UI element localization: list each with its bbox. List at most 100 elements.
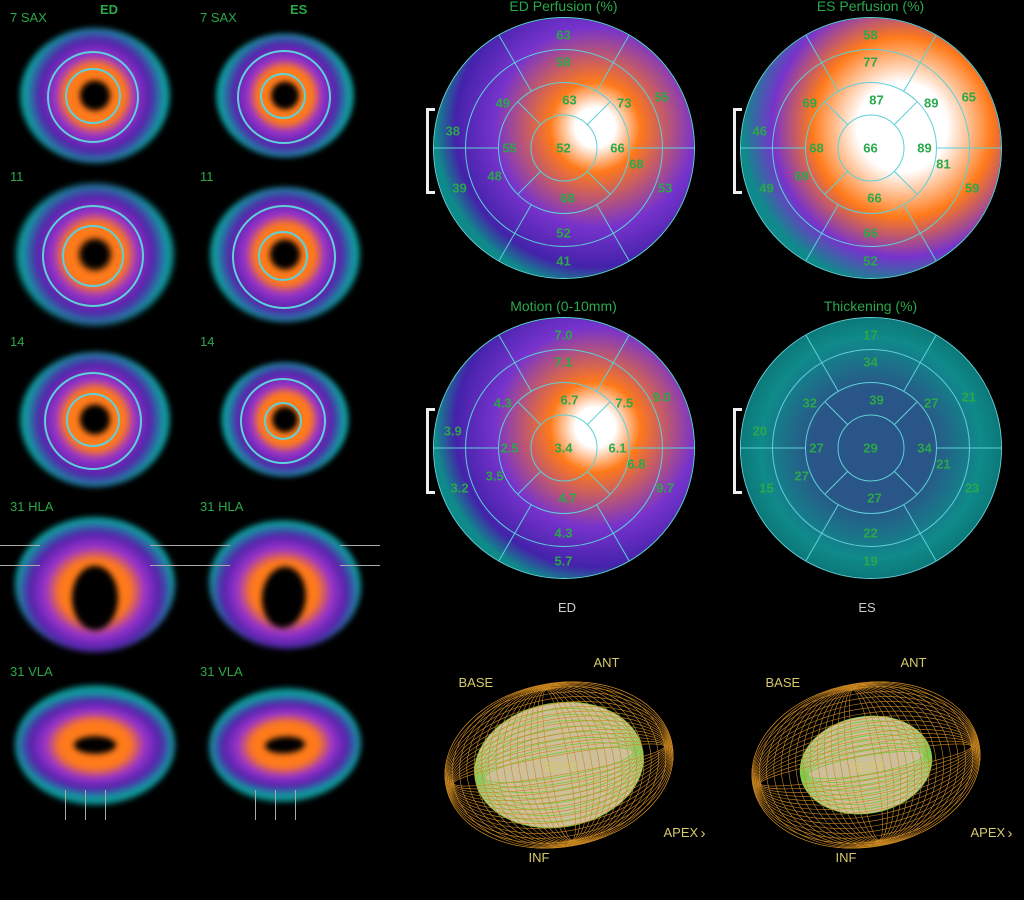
contour-ring xyxy=(42,205,144,307)
crosshair xyxy=(0,545,40,546)
segment-value: 89 xyxy=(917,141,931,156)
segment-value: 6.7 xyxy=(560,393,578,408)
septal-bracket xyxy=(733,408,742,494)
slice-label: 11 xyxy=(200,169,214,184)
segment-value: 39 xyxy=(452,180,466,195)
crosshair xyxy=(105,790,106,820)
segment-value: 52 xyxy=(863,254,877,269)
slice-ed-vla[interactable]: 31 VLA xyxy=(0,660,190,825)
crosshair xyxy=(190,545,230,546)
crosshair xyxy=(65,790,66,820)
segment-value: 52 xyxy=(556,226,570,241)
segment-value: 73 xyxy=(617,96,631,111)
polar-row-perfusion: ED Perfusion (%) 63587355496338665255686… xyxy=(410,0,1024,300)
anatomy-label: BASE xyxy=(766,675,801,690)
crosshair xyxy=(295,790,296,820)
slice-panel: ED ES 7 SAX 7 SAX 11 11 xyxy=(0,0,390,891)
crosshair xyxy=(85,790,86,820)
polar-title: ES Perfusion (%) xyxy=(731,0,1011,14)
slice-es-11[interactable]: 11 xyxy=(190,165,380,330)
segment-value: 27 xyxy=(867,491,881,506)
segment-value: 38 xyxy=(446,124,460,139)
segment-value: 27 xyxy=(794,469,808,484)
slice-row-3: 14 14 xyxy=(0,330,390,495)
segment-value: 46 xyxy=(753,124,767,139)
polar-row-function: Motion (0-10mm) 7.07.17.59.04.36.73.96.1… xyxy=(410,300,1024,600)
segment-value: 3.9 xyxy=(444,424,462,439)
segment-value: 4.3 xyxy=(494,396,512,411)
apex-arrow-icon: › xyxy=(1008,825,1013,842)
anatomy-label: ANT xyxy=(594,655,620,670)
segment-value: 58 xyxy=(556,55,570,70)
slice-label: 31 HLA xyxy=(200,499,243,514)
segment-value: 6.8 xyxy=(627,457,645,472)
polar-thickening[interactable]: Thickening (%) 1734272132392034292721272… xyxy=(731,300,1011,580)
segment-value: 3.5 xyxy=(486,469,504,484)
crosshair xyxy=(340,545,380,546)
anatomy-label: SEPT xyxy=(851,760,885,775)
slice-label: 14 xyxy=(200,334,214,349)
segment-value: 21 xyxy=(962,390,976,405)
segment-value: 29 xyxy=(863,441,877,456)
segment-value: 66 xyxy=(610,141,624,156)
threeD-es[interactable]: ANTBASEINFAPEXSEPT› xyxy=(726,620,1016,880)
perfusion-blob xyxy=(15,517,175,652)
slice-label: 31 HLA xyxy=(10,499,53,514)
segment-value: 7.5 xyxy=(615,396,633,411)
perfusion-blob xyxy=(206,684,364,806)
slice-es-14[interactable]: 14 xyxy=(190,330,380,495)
crosshair xyxy=(255,790,256,820)
crosshair xyxy=(150,545,190,546)
contour-ring xyxy=(44,372,142,470)
polar-title: ED Perfusion (%) xyxy=(424,0,704,14)
segment-value: 49 xyxy=(759,180,773,195)
perfusion-blob xyxy=(204,514,367,655)
segment-value: 68 xyxy=(560,191,574,206)
segment-value: 65 xyxy=(962,90,976,105)
crosshair xyxy=(340,565,380,566)
segment-value: 3.4 xyxy=(554,441,572,456)
threeD-row: ANTBASEINFAPEXSEPT› ANTBASEINFAPEXSEPT› xyxy=(410,620,1024,900)
crosshair xyxy=(0,565,40,566)
segment-value: 15 xyxy=(759,480,773,495)
slice-ed-11[interactable]: 11 xyxy=(0,165,190,330)
polar-ed-perfusion[interactable]: ED Perfusion (%) 63587355496338665255686… xyxy=(424,0,704,280)
segment-value: 27 xyxy=(924,396,938,411)
contour-ring xyxy=(240,378,326,464)
segment-value: 5.7 xyxy=(554,554,572,569)
contour-ring xyxy=(232,205,336,309)
slice-es-vla[interactable]: 31 VLA xyxy=(190,660,380,825)
slice-label: 31 VLA xyxy=(10,664,53,679)
threeD-ed[interactable]: ANTBASEINFAPEXSEPT› xyxy=(419,620,709,880)
slice-label: 11 xyxy=(10,169,24,184)
segment-value: 9.0 xyxy=(653,390,671,405)
apex-arrow-icon: › xyxy=(701,825,706,842)
segment-value: 9.7 xyxy=(656,480,674,495)
segment-value: 7.0 xyxy=(554,328,572,343)
segment-value: 77 xyxy=(863,55,877,70)
perfusion-blob xyxy=(15,685,175,805)
polar-es-perfusion[interactable]: ES Perfusion (%) 58778965698746896668816… xyxy=(731,0,1011,280)
segment-value: 7.1 xyxy=(554,355,572,370)
segment-value: 53 xyxy=(658,180,672,195)
slice-label: 14 xyxy=(10,334,24,349)
slice-ed-7sax[interactable]: 7 SAX xyxy=(0,6,190,171)
slice-es-7sax[interactable]: 7 SAX xyxy=(190,6,380,171)
contour-ring xyxy=(47,51,139,143)
segment-value: 58 xyxy=(863,28,877,43)
segment-value: 21 xyxy=(936,457,950,472)
segment-value: 17 xyxy=(863,328,877,343)
slice-es-hla[interactable]: 31 HLA xyxy=(190,495,380,660)
slice-ed-14[interactable]: 14 xyxy=(0,330,190,495)
phase-label-es: ES xyxy=(560,600,1024,615)
segment-value: 20 xyxy=(753,424,767,439)
anatomy-label: ANT xyxy=(901,655,927,670)
segment-value: 4.7 xyxy=(558,491,576,506)
polar-motion[interactable]: Motion (0-10mm) 7.07.17.59.04.36.73.96.1… xyxy=(424,300,704,580)
slice-ed-hla[interactable]: 31 HLA xyxy=(0,495,190,660)
segment-value: 81 xyxy=(936,157,950,172)
segment-value: 4.3 xyxy=(554,526,572,541)
segment-value: 63 xyxy=(556,28,570,43)
segment-value: 49 xyxy=(496,96,510,111)
segment-value: 87 xyxy=(869,93,883,108)
